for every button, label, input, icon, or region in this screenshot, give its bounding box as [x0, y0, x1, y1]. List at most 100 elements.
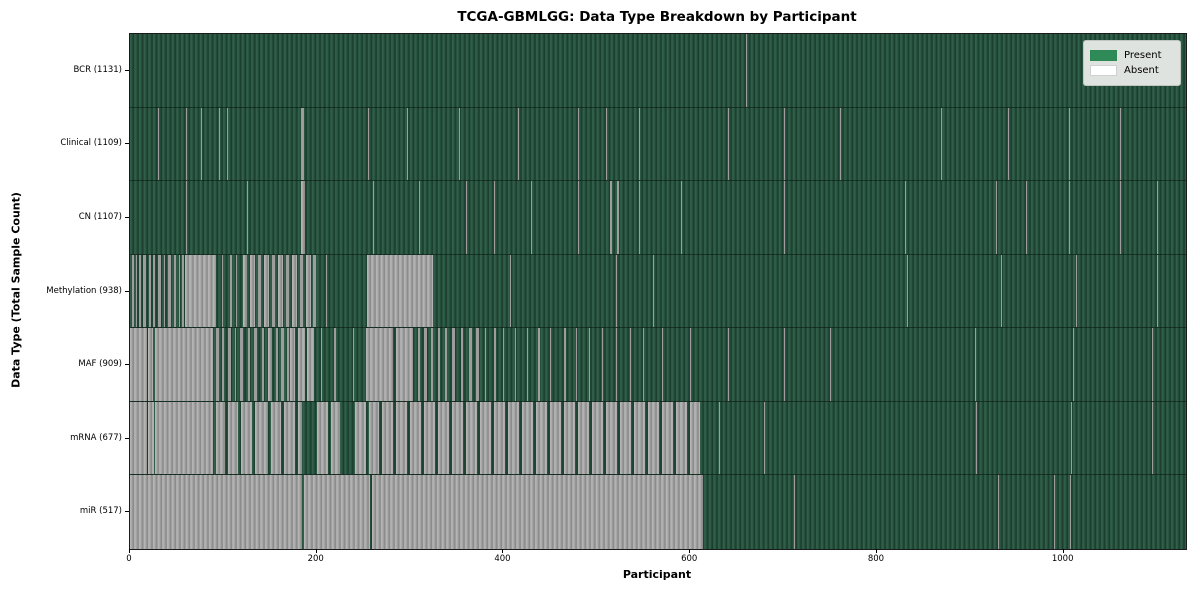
x-tick-label-800: 800 — [867, 554, 885, 564]
absent-segment — [1152, 328, 1154, 401]
absent-segment — [366, 328, 394, 401]
row-mir — [130, 475, 1186, 549]
absent-segment — [648, 401, 660, 475]
absent-segment — [941, 107, 943, 181]
absent-segment — [1001, 254, 1003, 328]
absent-segment — [275, 328, 278, 401]
absent-segment — [186, 107, 188, 181]
y-tick-label-clinical: Clinical (1109) — [60, 138, 122, 149]
absent-segment — [307, 328, 314, 401]
absent-segment — [564, 328, 567, 401]
absent-segment — [135, 254, 138, 328]
absent-segment — [407, 107, 409, 181]
x-tick-mark — [502, 549, 504, 553]
absent-segment — [550, 328, 552, 401]
absent-segment — [185, 254, 216, 328]
absent-segment — [975, 401, 977, 475]
absent-segment — [316, 401, 328, 475]
absent-segment — [247, 328, 250, 401]
absent-segment — [1075, 254, 1077, 328]
absent-segment — [494, 328, 496, 401]
absent-segment — [606, 107, 608, 181]
absent-segment — [1069, 107, 1071, 181]
absent-segment — [1157, 254, 1159, 328]
absent-segment — [300, 107, 304, 181]
x-tick-label-600: 600 — [681, 554, 698, 564]
absent-segment — [139, 254, 142, 328]
absent-segment — [538, 328, 540, 401]
absent-segment — [526, 328, 528, 401]
row-clinical — [130, 107, 1186, 182]
absent-segment — [680, 181, 682, 254]
absent-segment — [536, 401, 548, 475]
absent-segment — [298, 328, 305, 401]
absent-segment — [783, 107, 785, 181]
absent-segment — [727, 107, 729, 181]
absent-segment — [452, 328, 455, 401]
absent-segment — [438, 401, 450, 475]
absent-segment — [662, 401, 674, 475]
absent-segment — [263, 254, 270, 328]
legend: Present Absent — [1083, 40, 1181, 86]
absent-segment — [719, 401, 721, 475]
absent-segment — [222, 328, 225, 401]
absent-segment — [452, 401, 464, 475]
y-tick-mark — [125, 216, 129, 218]
x-tick-mark — [875, 549, 877, 553]
y-axis-label: Data Type (Total Sample Count) — [9, 192, 23, 388]
absent-segment — [906, 254, 908, 328]
absent-segment — [634, 401, 646, 475]
legend-item-absent: Absent — [1084, 65, 1180, 76]
x-tick-mark — [129, 549, 130, 553]
absent-segment — [158, 107, 159, 181]
absent-segment — [173, 254, 176, 328]
absent-segment — [1157, 181, 1159, 254]
absent-segment — [148, 254, 151, 328]
absent-segment — [222, 254, 224, 328]
absent-swatch-icon — [1090, 65, 1117, 76]
absent-segment — [168, 254, 172, 328]
y-tick-label-maf: MAF (909) — [78, 359, 122, 370]
absent-segment — [246, 181, 248, 254]
chart-title: TCGA-GBMLGG: Data Type Breakdown by Part… — [457, 9, 857, 25]
absent-segment — [257, 254, 261, 328]
absent-segment — [186, 181, 188, 254]
absent-segment — [281, 328, 285, 401]
absent-segment — [300, 181, 305, 254]
legend-label-absent: Absent — [1124, 65, 1159, 76]
absent-segment — [417, 328, 421, 401]
absent-segment — [227, 107, 229, 181]
absent-segment — [305, 254, 312, 328]
absent-segment — [218, 107, 220, 181]
absent-segment — [236, 254, 238, 328]
absent-segment — [466, 181, 468, 254]
x-tick-label-400: 400 — [494, 554, 511, 564]
absent-segment — [508, 401, 520, 475]
x-tick-mark — [315, 549, 317, 553]
absent-segment — [153, 254, 156, 328]
absent-segment — [147, 401, 155, 475]
absent-segment — [130, 475, 302, 549]
absent-segment — [996, 181, 998, 254]
absent-segment — [601, 328, 603, 401]
y-tick-mark — [125, 364, 129, 366]
y-tick-label-methylation: Methylation (938) — [46, 285, 122, 296]
absent-segment — [1119, 107, 1121, 181]
absent-segment — [200, 107, 202, 181]
absent-segment — [904, 181, 906, 254]
absent-segment — [494, 401, 506, 475]
legend-item-present: Present — [1084, 50, 1180, 61]
absent-segment — [277, 254, 284, 328]
absent-segment — [215, 401, 226, 475]
absent-segment — [178, 254, 181, 328]
absent-segment — [240, 328, 243, 401]
y-tick-mark — [125, 143, 129, 145]
absent-segment — [143, 254, 146, 328]
y-tick-mark — [125, 69, 129, 71]
absent-segment — [249, 254, 256, 328]
absent-segment — [291, 254, 298, 328]
absent-segment — [271, 254, 275, 328]
absent-segment — [330, 401, 341, 475]
absent-segment — [783, 181, 785, 254]
